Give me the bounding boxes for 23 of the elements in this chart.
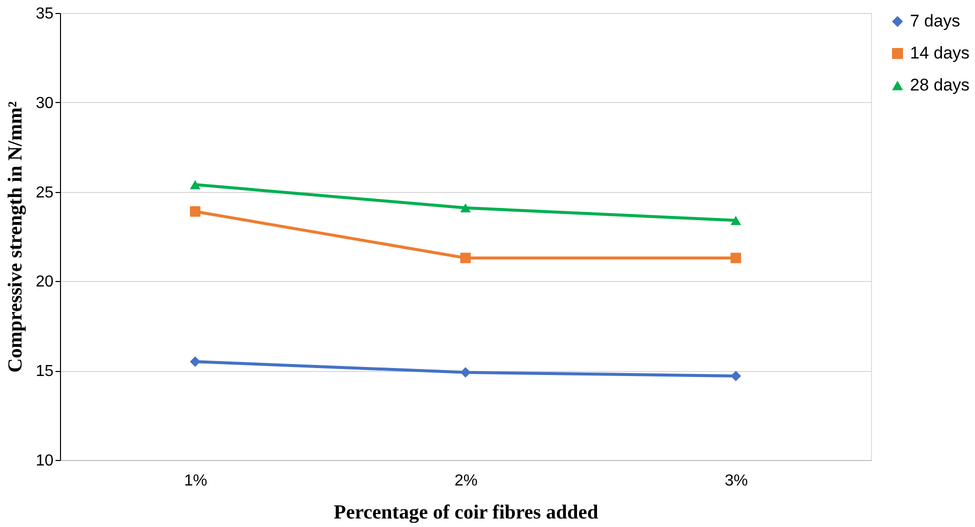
point [190, 356, 200, 367]
point [730, 252, 742, 264]
x-tick-label: 2% [454, 472, 478, 490]
point [730, 370, 742, 382]
y-tick-label: 20 [36, 274, 54, 291]
legend-label: 28 days [910, 76, 970, 94]
x-tick-label: 1% [184, 472, 208, 490]
y-axis-title: Compressive strength in N/mm² [4, 101, 27, 373]
x-tick-label: 3% [724, 472, 748, 490]
point [190, 206, 200, 217]
y-tick-label: 10 [36, 452, 54, 470]
y-tick-label: 35 [36, 6, 54, 22]
legend-label: 7 days [910, 12, 960, 30]
y-tick-label: 15 [36, 363, 54, 380]
point [730, 216, 742, 225]
point [460, 203, 471, 212]
point [190, 180, 200, 190]
y-tick-label: 30 [36, 94, 54, 112]
y-tick-label: 25 [36, 184, 54, 202]
x-axis-title: Percentage of coir fibres added [334, 502, 598, 524]
legend-label: 14 days [910, 44, 970, 62]
point [460, 252, 471, 264]
point [460, 367, 471, 378]
